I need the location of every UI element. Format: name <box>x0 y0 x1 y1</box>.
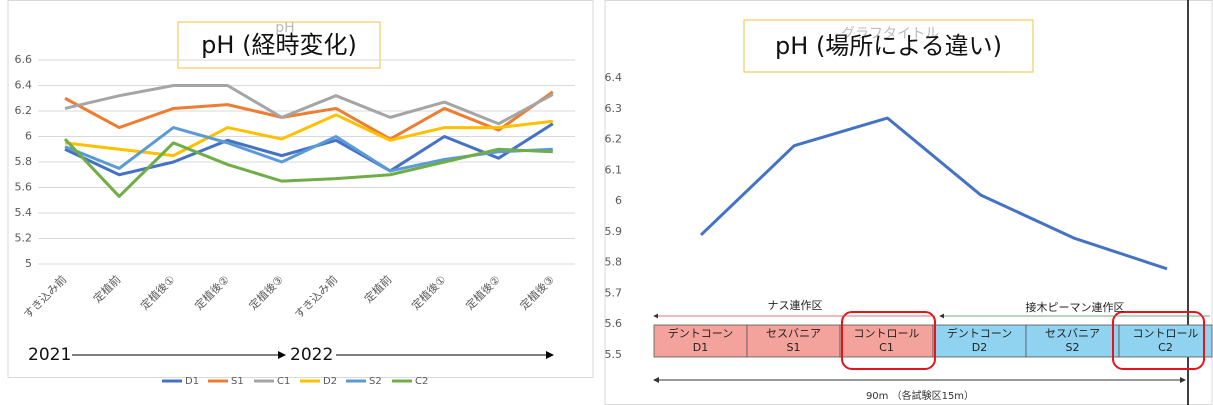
plot-box <box>839 324 934 358</box>
series-line <box>64 113 553 158</box>
box-name: デントコーン <box>947 326 1012 340</box>
y-tick-label: 6.2 <box>15 104 33 117</box>
y-tick-label: 6 <box>25 130 32 143</box>
y-tick-label: 5.8 <box>15 155 33 168</box>
y-tick-label: 5.2 <box>15 232 33 245</box>
y-tick-label: 5.6 <box>15 181 33 194</box>
chart-title: pH (経時変化) <box>201 31 357 59</box>
box-code: S1 <box>787 341 801 354</box>
plot-box <box>1118 324 1213 358</box>
y-tick-label: 6 <box>615 194 622 207</box>
y-tick-label: 6.6 <box>15 53 33 66</box>
legend-label: S1 <box>231 376 244 387</box>
box-code: S2 <box>1066 341 1080 354</box>
y-tick-label: 5.4 <box>15 206 33 219</box>
year-label: 2022 <box>290 345 333 365</box>
box-code: C2 <box>1158 341 1173 354</box>
y-tick-label: 5.9 <box>605 225 623 238</box>
y-tick-label: 6.4 <box>15 79 33 92</box>
ghost-title: グラフタイトル <box>841 26 939 42</box>
series-line <box>64 90 554 141</box>
y-tick-label: 5.6 <box>605 317 623 330</box>
plot-box <box>1025 324 1120 358</box>
year-label: 2021 <box>28 345 71 365</box>
plot-box <box>746 324 841 358</box>
highlight <box>1112 311 1205 370</box>
region-label: ナス連作区 <box>768 298 823 312</box>
y-tick-label: 5.7 <box>605 286 623 299</box>
plot-box <box>653 324 748 358</box>
y-tick-label: 6.2 <box>605 133 623 146</box>
box-code: D2 <box>972 341 987 354</box>
series-line <box>63 138 553 198</box>
box-name: デントコーン <box>668 326 733 340</box>
series-line <box>699 116 1168 271</box>
title-box <box>743 19 1034 73</box>
plot-box <box>932 324 1027 358</box>
title-box <box>177 21 381 69</box>
series-line <box>64 84 554 126</box>
legend-label: S2 <box>369 376 382 387</box>
legend-label: D2 <box>323 376 337 387</box>
y-tick-label: 5 <box>25 257 32 270</box>
y-tick-label: 6.3 <box>605 102 623 115</box>
box-name: セスバニア <box>766 327 821 340</box>
y-tick-label: 6.1 <box>605 163 623 176</box>
ghost-title: pH <box>275 20 294 36</box>
y-tick-label: 5.8 <box>605 256 623 269</box>
legend-label: C1 <box>277 376 290 387</box>
box-code: C1 <box>879 341 894 354</box>
box-name: コントロール <box>854 327 920 340</box>
chart-title: pH (場所による違い) <box>775 32 1002 60</box>
box-code: D1 <box>693 341 708 354</box>
region-label: 接木ピーマン連作区 <box>1026 300 1125 314</box>
legend-label: C2 <box>415 376 428 387</box>
footnote: 90m （各試験区15m） <box>866 389 974 402</box>
box-name: コントロール <box>1133 327 1199 340</box>
y-tick-label: 6.4 <box>605 71 623 84</box>
legend-label: D1 <box>185 376 199 387</box>
box-name: セスバニア <box>1045 327 1100 340</box>
left-panel <box>7 0 594 378</box>
y-tick-label: 5.5 <box>605 348 623 361</box>
highlight <box>841 311 936 370</box>
